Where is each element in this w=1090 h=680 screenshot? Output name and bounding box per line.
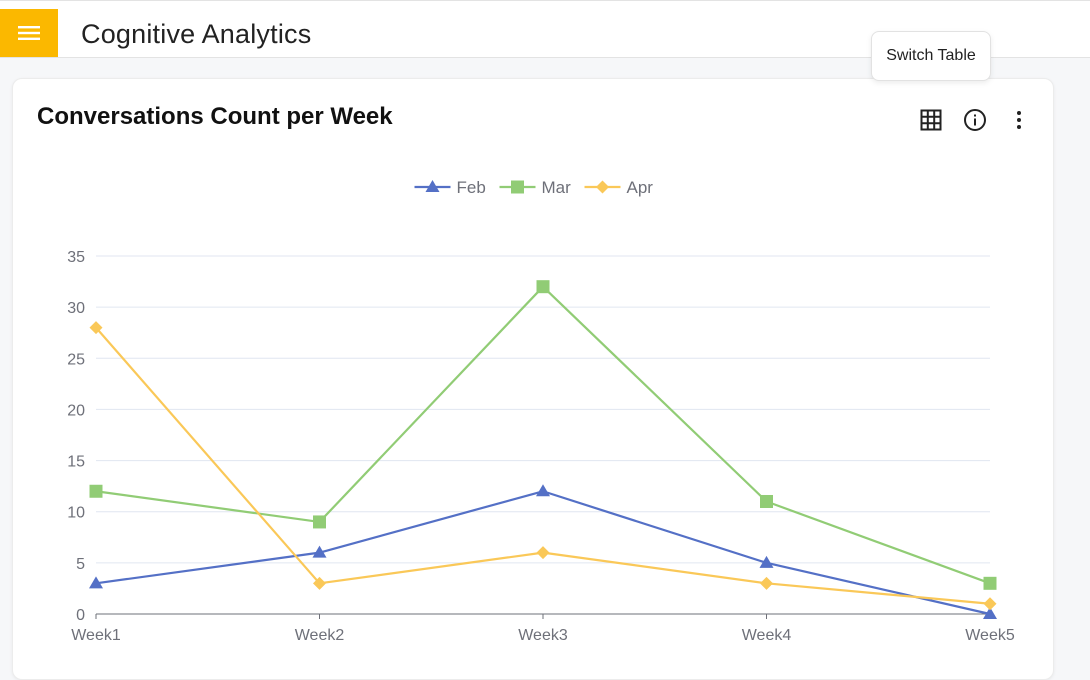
switch-table-button[interactable] [916,105,946,135]
legend-marker [425,180,440,192]
legend-label: Mar [542,178,572,197]
app-title: Cognitive Analytics [81,19,312,49]
data-point-apr [760,576,773,590]
data-point-mar [536,280,550,294]
x-tick-label: Week2 [295,627,345,644]
data-point-apr [536,546,550,560]
info-button[interactable] [960,105,990,135]
switch-table-tooltip: Switch Table [871,31,991,81]
data-point-feb [312,545,327,558]
data-point-feb [89,576,103,589]
data-point-mar [313,515,326,529]
card-actions [916,105,1048,135]
data-point-apr [313,576,326,590]
x-tick-label: Week3 [518,627,568,644]
data-point-mar [983,576,997,590]
x-tick-label: Week5 [965,627,1015,644]
legend-label: Apr [627,178,654,197]
legend-item-feb: Feb [414,178,486,197]
data-point-mar [89,484,103,498]
y-tick-label: 0 [76,607,85,624]
data-point-feb [983,607,997,619]
data-point-apr [983,597,997,611]
card-title: Conversations Count per Week [37,103,393,130]
legend-item-mar: Mar [499,178,572,197]
y-tick-label: 15 [67,454,85,471]
x-tick-label: Week1 [71,627,121,644]
data-point-mar [760,494,773,508]
legend-item-apr: Apr [584,178,654,197]
chart-card: Conversations Count per Week [12,78,1054,680]
y-tick-label: 25 [67,351,85,368]
y-tick-label: 30 [67,300,85,317]
legend-label: Feb [457,178,486,197]
more-options-button[interactable] [1004,105,1034,135]
info-icon [964,109,986,131]
legend-marker [596,180,609,194]
y-tick-label: 35 [67,249,85,266]
hamburger-menu-icon [18,26,40,40]
data-point-feb [536,484,550,497]
series-line-mar [95,285,991,585]
data-point-apr [89,321,103,335]
more-vertical-icon [1017,111,1021,129]
series-line-apr [95,326,991,605]
menu-button[interactable] [0,9,58,57]
y-tick-label: 10 [67,505,85,522]
y-tick-label: 20 [67,402,85,419]
top-bar: Cognitive Analytics [0,0,1090,58]
table-grid-icon [920,109,942,131]
data-point-feb [759,555,774,568]
x-tick-label: Week4 [742,627,792,644]
legend-marker [511,180,524,194]
y-tick-label: 5 [76,556,85,573]
